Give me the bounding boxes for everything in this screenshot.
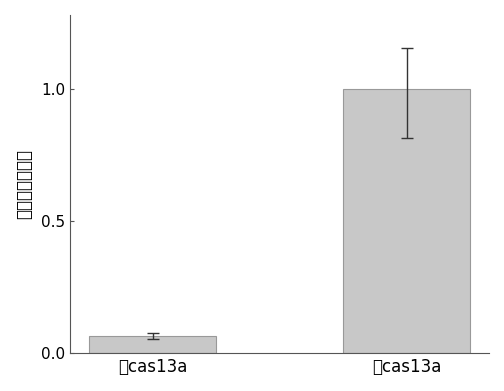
Bar	[89, 336, 216, 353]
Bar	[343, 89, 470, 353]
Y-axis label: 归一化荧光强度: 归一化荧光强度	[15, 149, 33, 219]
